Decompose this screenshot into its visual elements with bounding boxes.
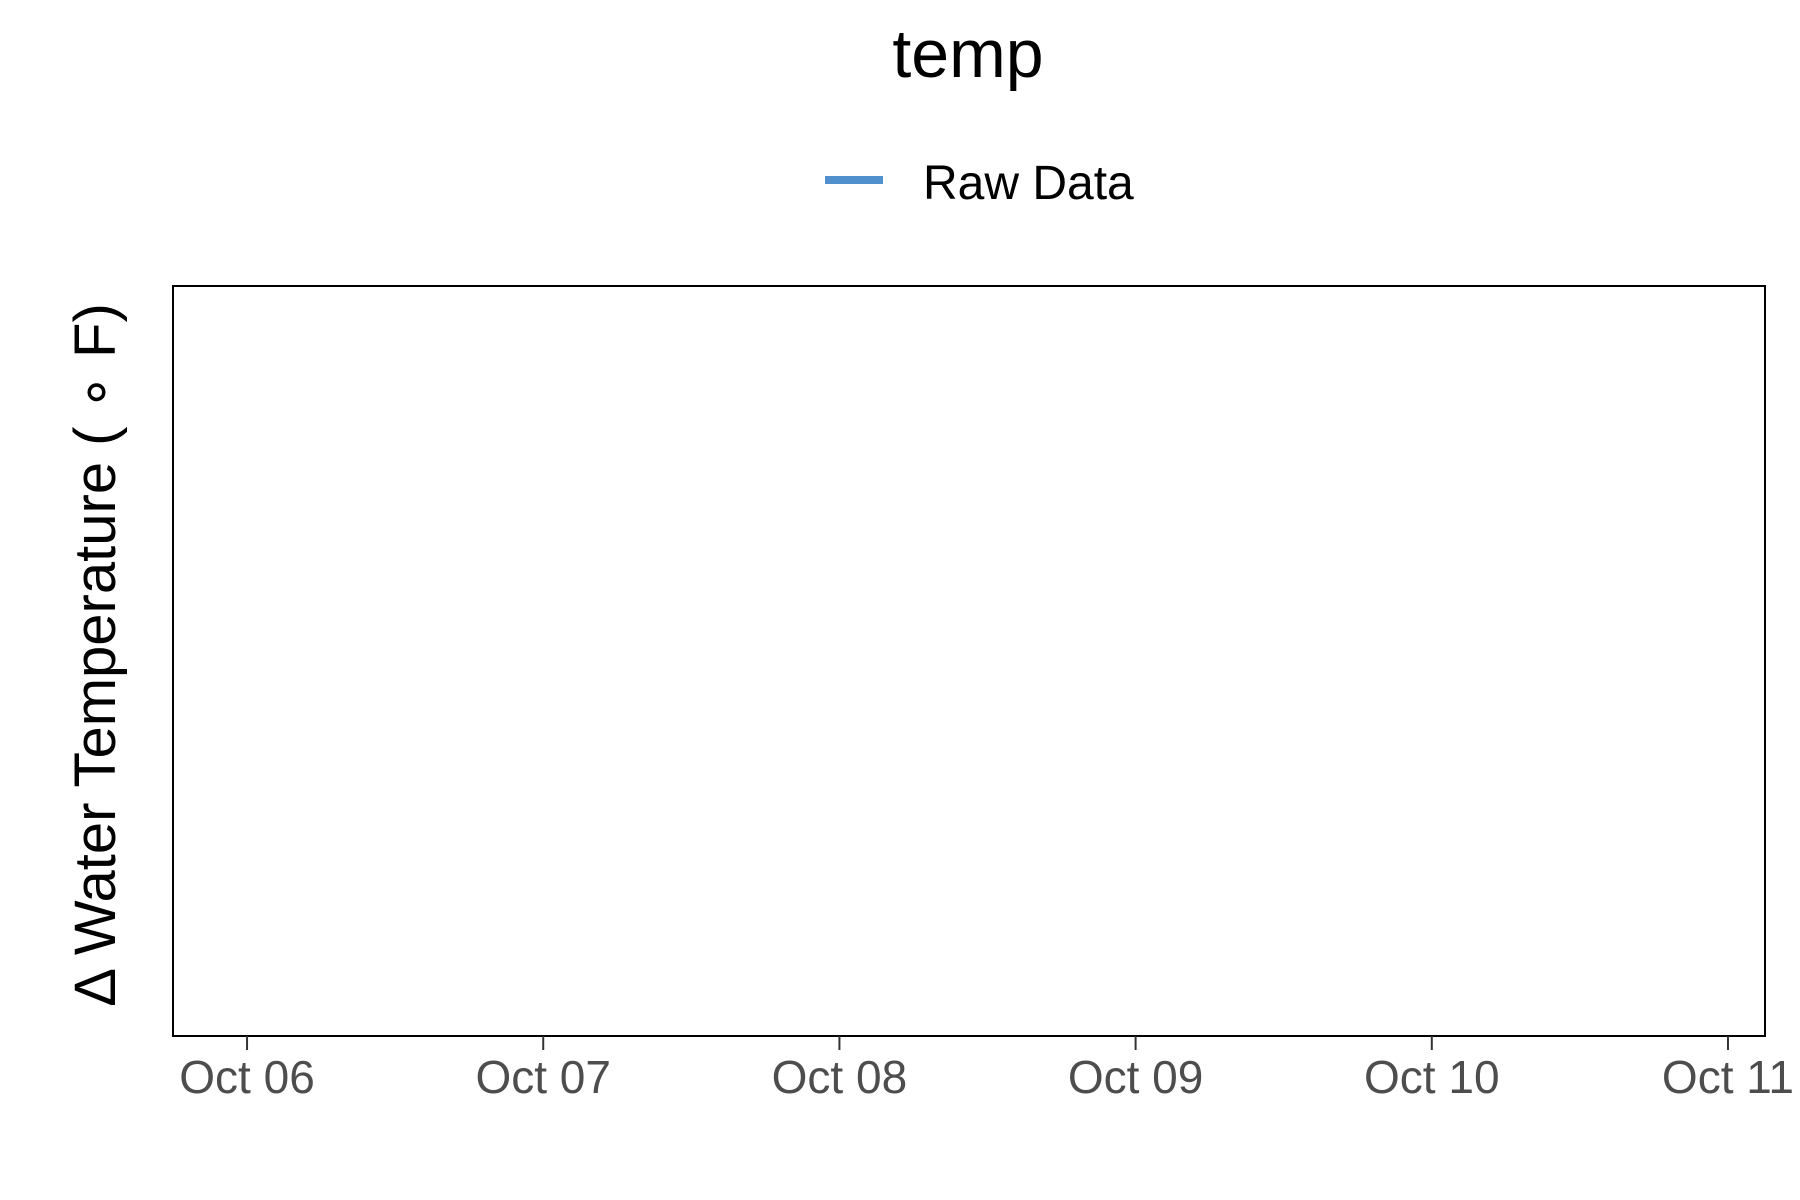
- x-tick-label: Oct 09: [1068, 1051, 1204, 1103]
- legend: Raw Data: [825, 157, 1134, 210]
- x-tick-label: Oct 06: [179, 1051, 315, 1103]
- x-tick-label: Oct 07: [475, 1051, 611, 1103]
- x-tick-label: Oct 10: [1364, 1051, 1500, 1103]
- x-tick-label: Oct 08: [772, 1051, 908, 1103]
- x-tick-label: Oct 11: [1662, 1051, 1794, 1103]
- x-axis-ticks: Oct 06 Oct 07 Oct 08 Oct 09 Oct 10 Oct 11: [179, 1036, 1794, 1103]
- y-axis-label: Δ Water Temperature ( ∘ F): [63, 303, 128, 1007]
- legend-label-raw-data: Raw Data: [923, 157, 1134, 210]
- chart-title: temp: [892, 16, 1043, 92]
- plot-panel: [172, 285, 1766, 1037]
